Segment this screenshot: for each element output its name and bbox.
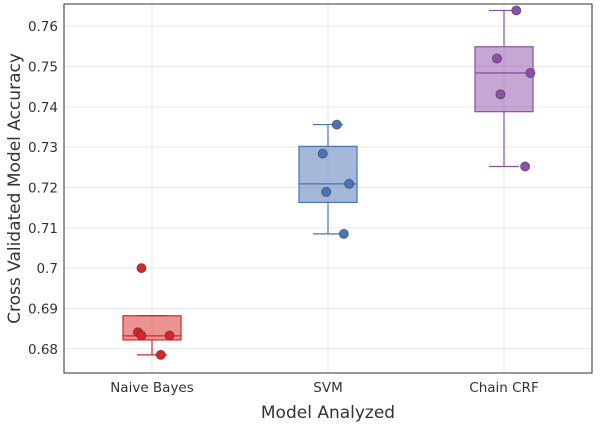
y-axis-title: Cross Validated Model Accuracy bbox=[5, 53, 25, 324]
data-point bbox=[495, 89, 506, 100]
x-tick-label: SVM bbox=[313, 380, 342, 396]
data-point bbox=[511, 5, 522, 16]
iqr-box bbox=[474, 46, 534, 113]
data-point bbox=[164, 330, 175, 341]
y-tick-label: 0.75 bbox=[28, 60, 58, 76]
y-tick-label: 0.76 bbox=[28, 19, 58, 35]
data-point bbox=[321, 186, 332, 197]
data-point bbox=[136, 263, 147, 274]
x-tick-label: Chain CRF bbox=[469, 380, 538, 396]
y-tick-label: 0.74 bbox=[28, 100, 58, 116]
data-point bbox=[344, 178, 355, 189]
data-points bbox=[132, 5, 536, 360]
data-point bbox=[338, 228, 349, 239]
box-group bbox=[474, 9, 534, 168]
y-tick-label: 0.73 bbox=[28, 140, 58, 156]
y-tick-label: 0.69 bbox=[28, 301, 58, 317]
data-point bbox=[136, 330, 147, 341]
y-tick-label: 0.72 bbox=[28, 180, 58, 196]
data-point bbox=[317, 148, 328, 159]
plot-border bbox=[63, 3, 593, 374]
box-group bbox=[122, 315, 182, 356]
y-tick-label: 0.7 bbox=[37, 261, 58, 277]
x-axis-ticks: Naive Bayes SVM Chain CRF bbox=[110, 380, 539, 396]
y-tick-label: 0.71 bbox=[28, 221, 58, 237]
data-point bbox=[525, 67, 536, 78]
data-point bbox=[520, 161, 531, 172]
x-axis-title: Model Analyzed bbox=[261, 403, 395, 423]
data-point bbox=[491, 53, 502, 64]
x-tick-label: Naive Bayes bbox=[110, 380, 194, 396]
data-point bbox=[331, 119, 342, 130]
y-axis-ticks: 0.68 0.69 0.7 0.71 0.72 0.73 0.74 0.75 0.76 bbox=[28, 19, 58, 358]
y-tick-label: 0.68 bbox=[28, 342, 58, 358]
data-point bbox=[155, 349, 166, 360]
